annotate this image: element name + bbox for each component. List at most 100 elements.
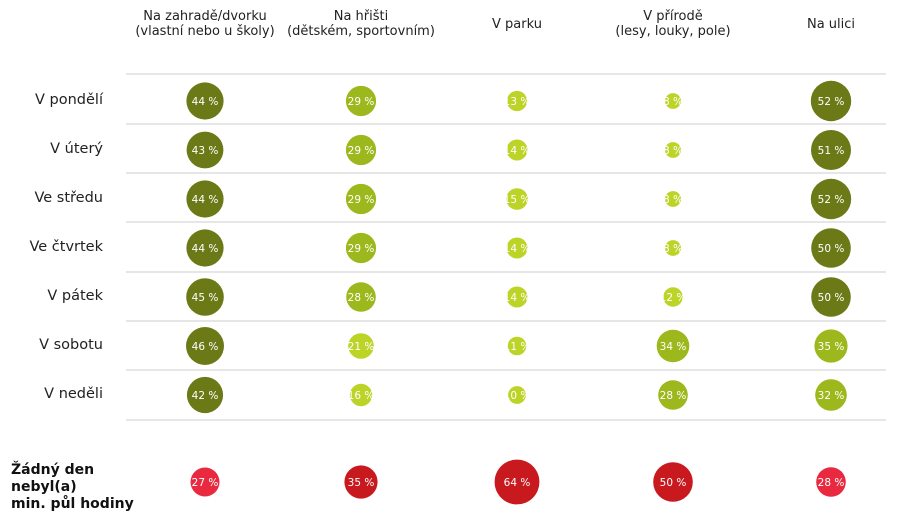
bubble: 16 % [348,383,374,407]
bubble-label: 8 % [663,243,683,255]
bubble-label: 46 % [192,341,219,353]
bubble-circle [658,380,688,410]
footer-bubble: 28 % [816,467,846,497]
column-header: Na hřišti (dětském, sportovním) [276,9,446,39]
bubble-circle [346,282,376,312]
bubble-label: 8 % [663,96,683,108]
bubble-circle [815,379,847,411]
bubble: 32 % [815,379,847,411]
bubble-circle [814,329,848,363]
bubble: 29 % [345,134,377,166]
footer-bubble-label: 35 % [348,477,375,489]
footer-label-line: nebyl(a) [11,479,77,495]
bubble: 44 % [186,180,224,218]
bubble: 8 % [663,191,683,207]
bubble: 46 % [186,327,224,365]
bubble-circle [345,232,377,264]
footer-bubble: 27 % [190,467,220,497]
footer-bubble-circle [190,467,220,497]
footer-bubble-label: 28 % [818,477,845,489]
footer-bubble-label: 27 % [192,477,219,489]
column-header-line: Na zahradě/dvorku [143,9,267,24]
bubble-circle [348,333,374,359]
bubble: 15 % [504,188,531,210]
bubble-circle [506,286,528,308]
bubble-label: 15 % [504,194,531,206]
bubble-label: 13 % [504,96,531,108]
bubble-circle [811,228,851,268]
footer-bubble-label: 50 % [660,477,687,489]
bubble: 11 % [504,336,531,356]
footer-label-line: min. půl hodiny [11,496,134,512]
bubble-circle [186,376,224,414]
column-header: V přírodě (lesy, louky, pole) [588,9,758,39]
bubble-circle [506,90,528,112]
bubble-circle [186,82,224,120]
footer-bubble-circle [816,467,846,497]
bubble-circle [665,142,681,158]
bubble-label: 45 % [192,292,219,304]
bubble-label: 10 % [504,390,531,402]
bubble-circle [186,131,224,169]
bubble-circle [345,183,377,215]
bubble: 29 % [345,85,377,117]
bubble-label: 52 % [818,96,845,108]
bubble-circle [656,329,690,363]
bubble: 44 % [186,229,224,267]
footer-bubble: 50 % [653,462,693,502]
bubble-circle [345,134,377,166]
bubble: 8 % [663,142,683,158]
bubble: 52 % [810,80,852,122]
bubble: 10 % [504,386,531,404]
bubble-label: 28 % [660,390,687,402]
bubble-label: 42 % [192,390,219,402]
bubble: 12 % [660,287,687,307]
bubble-label: 32 % [818,390,845,402]
bubble-label: 50 % [818,243,845,255]
bubble-label: 28 % [348,292,375,304]
bubble-label: 29 % [348,194,375,206]
bubble-label: 12 % [660,292,687,304]
footer-bubble-circle [653,462,693,502]
bubble-label: 14 % [504,292,531,304]
bubble-circle [186,327,224,365]
bubble-label: 21 % [348,341,375,353]
footer-bubble-circle [344,465,378,499]
footer-bubble: 64 % [494,459,540,505]
bubble-label: 29 % [348,96,375,108]
bubble-label: 43 % [192,145,219,157]
bubble-circle [506,188,528,210]
bubble: 42 % [186,376,224,414]
bubble: 21 % [348,333,375,359]
bubble: 51 % [811,130,851,170]
bubble-circle [810,178,852,220]
column-header: Na zahradě/dvorku (vlastní nebo u školy) [120,9,290,39]
bubble-label: 8 % [663,145,683,157]
bubble-circle [665,191,681,207]
bubble: 8 % [663,240,683,256]
column-header-line: Na hřišti [333,9,389,24]
bubble: 35 % [814,329,848,363]
column-header: V parku [432,17,602,32]
bubble-label: 52 % [818,194,845,206]
bubble: 13 % [504,90,531,112]
bubble-circle [811,277,851,317]
bubble-label: 34 % [660,341,687,353]
bubble-circle [811,130,851,170]
bubble-label: 29 % [348,145,375,157]
bubble: 43 % [186,131,224,169]
bubble: 45 % [186,278,224,316]
bubble: 28 % [658,380,688,410]
bubble-circle [186,180,224,218]
bubble-label: 14 % [504,243,531,255]
bubble-label: 11 % [504,341,531,353]
row-label: V sobotu [39,337,103,353]
bubble: 34 % [656,329,690,363]
row-label: V neděli [44,386,103,402]
column-header-subline: (lesy, louky, pole) [615,24,731,39]
bubble: 14 % [504,237,531,259]
bubble-circle [349,383,373,407]
bubble-circle [506,139,528,161]
bubble-label: 35 % [818,341,845,353]
